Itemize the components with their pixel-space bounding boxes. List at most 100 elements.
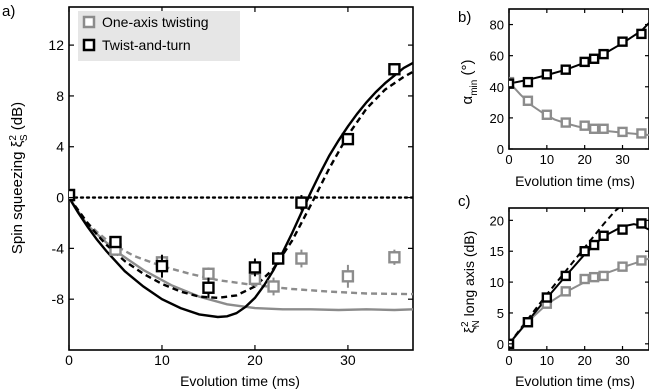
panel-b-twist-and-turn-data-point [636, 28, 647, 40]
panel-c-twist-and-turn-data-point [579, 246, 590, 257]
panel-a-twist-and-turn-data-point [388, 63, 401, 76]
legend-label-twist-and-turn: Twist-and-turn [102, 37, 191, 53]
panel-b-one-axis-twisting-data-point [560, 117, 571, 128]
panel-b-one-axis-twisting-data-point [598, 123, 609, 134]
panel-a-twist-and-turn-data-point [341, 132, 355, 146]
panel-b-twist-and-turn-data-point [588, 53, 600, 64]
panel-a-one-axis-twisting-data-point [341, 270, 355, 283]
panel-c-twist-and-turn-data-point [588, 239, 600, 251]
legend-label-one-axis-twisting: One-axis twisting [102, 14, 209, 30]
panel-c: c) 0 10 20 30 0 5 10 15 20 Evolution time (ms) ξ… [458, 193, 649, 389]
panel-c-one-axis-twisting-data-point [588, 271, 600, 283]
y-tick-label: 20 [490, 111, 504, 126]
panel-c-label: c) [458, 193, 471, 210]
panel-c-twist-and-turn-data-point [522, 317, 534, 328]
panel-b-twist-and-turn-data-point [560, 64, 571, 75]
legend: One-axis twisting Twist-and-turn [78, 11, 240, 61]
panel-c-one-axis-twisting-theory-solid-line [509, 257, 649, 345]
x-tick-label: 0 [505, 152, 512, 167]
panel-a-series [69, 61, 413, 319]
panel-b-twist-and-turn-data-point [522, 76, 534, 88]
panel-b-one-axis-twisting-data-point [588, 123, 600, 134]
panel-b-twist-and-turn-data-point [617, 36, 628, 47]
y-tick-label: 40 [490, 80, 504, 95]
panel-b-y-axis-label: αmin (°) [459, 60, 480, 105]
panel-a-x-axis-label: Evolution time (ms) [180, 373, 300, 389]
panel-b-one-axis-twisting-data-point [541, 109, 553, 120]
y-tick-label: 80 [490, 18, 504, 33]
x-tick-label: 20 [577, 152, 591, 167]
panel-b-one-axis-twisting-data-point [579, 120, 590, 131]
panel-c-one-axis-twisting-data-point [560, 286, 571, 297]
panel-a-twist-and-turn-data-point [271, 252, 285, 265]
panel-b-series [509, 22, 649, 139]
panel-a-twist-and-turn-data-point [109, 235, 122, 249]
y-tick-label: 15 [490, 244, 504, 259]
panel-b-twist-and-turn-data-point [579, 56, 590, 68]
panel-a-one-axis-twisting-data-point [202, 267, 215, 280]
y-tick-label: -8 [52, 291, 65, 307]
x-tick-label: 30 [615, 353, 629, 368]
y-tick-label: 5 [497, 306, 504, 321]
panel-a-twist-and-turn-data-point [155, 259, 169, 273]
panel-a-twist-and-turn-data-point [69, 188, 76, 202]
panel-c-ticks: 0 10 20 30 0 5 10 15 20 [490, 208, 649, 368]
y-tick-label: 12 [48, 37, 64, 53]
panel-c-one-axis-twisting-data-point [636, 255, 647, 266]
legend-marker-one-axis-twisting [82, 15, 96, 29]
panel-a-y-axis-label: Spin squeezing ξ2S (dB) [8, 102, 30, 254]
y-tick-label: 0 [56, 190, 64, 206]
panel-a-twist-and-turn-data-point [248, 261, 262, 274]
panel-c-twist-and-turn-data-point [560, 270, 571, 282]
panel-b-twist-and-turn-theory-solid-line [509, 22, 649, 85]
legend-background [78, 11, 240, 61]
panel-b-one-axis-twisting-data-point [522, 95, 534, 106]
y-tick-label: 8 [56, 88, 64, 104]
panel-a-ticks: 0 10 20 30 -8 -4 0 4 8 12 [48, 7, 413, 368]
x-tick-label: 0 [505, 353, 512, 368]
panel-c-axes-frame [508, 207, 649, 351]
panel-a-twist-and-turn-data-point [202, 281, 215, 294]
panel-c-twist-and-turn-data-point [636, 218, 647, 229]
panel-a-plot-area [69, 61, 413, 319]
x-tick-label: 10 [540, 353, 554, 368]
panel-c-plot-area [509, 208, 649, 350]
y-tick-label: 20 [490, 213, 504, 228]
panel-b-one-axis-twisting-data-point [617, 126, 628, 138]
panel-a-axes-frame [68, 6, 414, 351]
legend-marker-twist-and-turn [82, 38, 96, 52]
panel-a-twist-and-turn-theory-dashed-line [69, 70, 413, 300]
x-tick-label: 10 [154, 352, 170, 368]
y-tick-label: 4 [56, 139, 64, 155]
panel-c-twist-and-turn-data-point [598, 230, 609, 241]
x-tick-label: 30 [615, 152, 629, 167]
panel-c-one-axis-twisting-data-point [579, 273, 590, 285]
panel-a-one-axis-twisting-data-point [295, 252, 308, 265]
panel-b-x-axis-label: Evolution time (ms) [515, 173, 635, 189]
panel-c-x-axis-label: Evolution time (ms) [515, 373, 635, 389]
panel-b-plot-area [509, 22, 649, 139]
panel-a: a) 0 10 20 30 -8 -4 0 4 8 12 One-axis twisting Tw… [2, 3, 414, 389]
panel-c-twist-and-turn-data-point [541, 292, 553, 303]
panel-c-one-axis-twisting-data-point [617, 261, 628, 272]
panel-a-one-axis-twisting-data-point [388, 251, 401, 264]
panel-c-y-axis-label: ξ2N long axis (dB) [460, 231, 482, 334]
panel-a-twist-and-turn-data-point [295, 196, 308, 209]
panel-b-one-axis-twisting-data-point [636, 128, 647, 139]
y-tick-label: -4 [52, 240, 65, 256]
panel-c-series [509, 208, 649, 350]
x-tick-label: 30 [340, 352, 356, 368]
y-tick-label: 0 [497, 337, 504, 352]
y-tick-label: 0 [497, 142, 504, 157]
panel-a-twist-and-turn-theory-solid-line [69, 61, 413, 319]
x-tick-label: 20 [247, 352, 263, 368]
panel-a-one-axis-twisting-data-point [267, 280, 280, 293]
panel-c-one-axis-twisting-data-point [598, 270, 609, 282]
panel-b-one-axis-twisting-theory-solid-line [509, 81, 649, 136]
y-tick-label: 10 [490, 275, 504, 290]
panel-c-twist-and-turn-data-point [617, 224, 628, 235]
panel-b-twist-and-turn-data-point [541, 69, 553, 80]
x-tick-label: 0 [65, 352, 73, 368]
